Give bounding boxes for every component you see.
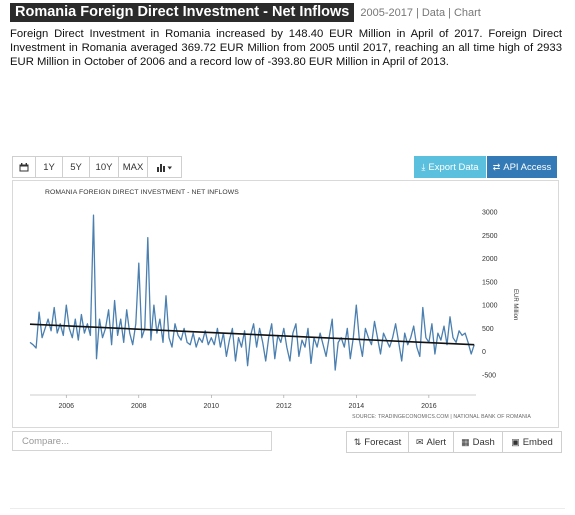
chart-actions: ⇅ Forecast ✉ Alert ▦ Dash ▣ Embed [346, 431, 562, 453]
export-data-label: Export Data [428, 161, 479, 173]
dash-label: Dash [472, 436, 495, 448]
x-tick-label: 2008 [131, 403, 147, 410]
envelope-icon: ✉ [415, 436, 424, 447]
y-tick-label: 500 [482, 326, 494, 333]
alert-label: Alert [426, 436, 447, 448]
embed-button[interactable]: ▣ Embed [502, 431, 562, 453]
y-tick-label: 2500 [482, 233, 498, 240]
header-links: 2005-2017 | Data | Chart [360, 7, 480, 19]
header: Romania Foreign Direct Investment - Net … [10, 3, 481, 22]
chart-link[interactable]: Chart [453, 6, 481, 19]
chart-type-button[interactable] [147, 156, 182, 178]
forecast-label: Forecast [364, 436, 402, 448]
chart-container: ROMANIA FOREIGN DIRECT INVESTMENT - NET … [12, 180, 559, 428]
x-tick-label: 2014 [349, 403, 365, 410]
description: Foreign Direct Investment in Romania inc… [10, 28, 562, 69]
api-access-label: API Access [503, 161, 552, 173]
y-tick-label: 1500 [482, 279, 498, 286]
range-10y-button[interactable]: 10Y [89, 156, 119, 178]
range-5y-button[interactable]: 5Y [62, 156, 90, 178]
divider [10, 508, 565, 509]
x-tick-label: 2010 [204, 403, 220, 410]
alert-button[interactable]: ✉ Alert [408, 431, 454, 453]
api-access-button[interactable]: ⇄ API Access [487, 156, 557, 178]
chart-title: ROMANIA FOREIGN DIRECT INVESTMENT - NET … [45, 189, 239, 196]
range-max-button[interactable]: MAX [118, 156, 148, 178]
chart-source: SOURCE: TRADINGECONOMICS.COM | NATIONAL … [352, 414, 531, 420]
x-tick-label: 2012 [276, 403, 292, 410]
sort-arrows-icon: ⇅ [353, 436, 362, 447]
y-tick-label: 1000 [482, 303, 498, 310]
trend-line [29, 323, 475, 346]
line-chart: -500 0 500 1000 1500 2000 2500 3000 2006 2008 2010… [29, 210, 498, 410]
chart-toolbar: 1Y 5Y 10Y MAX ⤓ Export Data ⇄ API Access [12, 156, 557, 178]
range-1y-button[interactable]: 1Y [35, 156, 63, 178]
image-icon: ▣ [511, 436, 520, 447]
separator: | [448, 6, 451, 19]
separator: | [415, 6, 419, 19]
range-button-group: 1Y 5Y 10Y MAX [12, 156, 182, 178]
forecast-button[interactable]: ⇅ Forecast [346, 431, 409, 453]
download-icon: ⤓ [421, 161, 426, 172]
compare-input[interactable]: Compare... [12, 431, 272, 451]
y-axis-label: EUR Million [512, 289, 518, 321]
export-data-button[interactable]: ⤓ Export Data [414, 156, 486, 178]
bar-chart-icon [156, 163, 172, 172]
data-link[interactable]: Data [421, 6, 446, 19]
x-tick-label: 2006 [58, 403, 74, 410]
exchange-icon: ⇄ [492, 161, 501, 172]
y-tick-label: 2000 [482, 256, 498, 263]
period-label: 2005-2017 [360, 6, 413, 19]
data-series-line [29, 214, 475, 371]
x-tick-label: 2016 [421, 403, 437, 410]
y-tick-label: -500 [482, 373, 496, 380]
page-title: Romania Foreign Direct Investment - Net … [10, 3, 355, 22]
y-tick-label: 3000 [482, 210, 498, 217]
embed-label: Embed [522, 436, 553, 448]
y-tick-label: 0 [482, 349, 486, 356]
calendar-icon [19, 162, 29, 171]
dash-button[interactable]: ▦ Dash [453, 431, 503, 453]
calendar-button[interactable] [12, 156, 36, 178]
grid-icon: ▦ [461, 436, 470, 447]
